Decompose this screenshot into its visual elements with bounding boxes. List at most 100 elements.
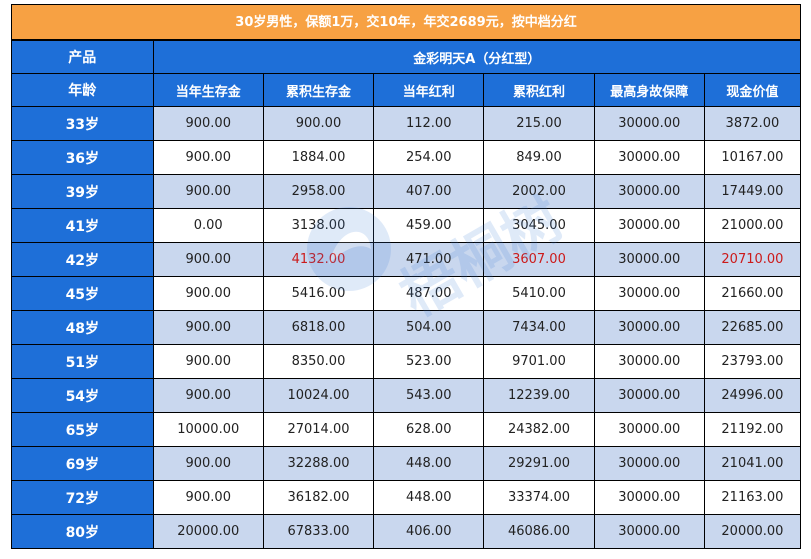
column-header: 最高身故保障 — [593, 73, 705, 107]
value-cell: 900.00 — [152, 140, 264, 175]
column-header: 当年红利 — [373, 73, 485, 107]
value-cell: 900.00 — [152, 480, 264, 515]
value-cell: 900.00 — [152, 174, 264, 209]
value-cell: 3607.00 — [483, 242, 595, 277]
table-row: 45岁 900.00 5416.00 487.00 5410.00 30000.00 216… — [11, 276, 802, 311]
value-cell: 407.00 — [373, 174, 485, 209]
value-cell: 21192.00 — [703, 412, 802, 447]
table-row: 36岁 900.00 1884.00 254.00 849.00 30000.00 1016… — [11, 140, 802, 175]
table-row: 33岁 900.00 900.00 112.00 215.00 30000.00 3872.… — [11, 106, 802, 141]
value-cell: 900.00 — [152, 344, 264, 379]
value-cell: 30000.00 — [593, 446, 705, 481]
age-cell: 36岁 — [11, 140, 154, 175]
table-row: 65岁 10000.00 27014.00 628.00 24382.00 30000.0… — [11, 412, 802, 447]
value-cell: 17449.00 — [703, 174, 802, 209]
value-cell: 21163.00 — [703, 480, 802, 515]
age-cell: 51岁 — [11, 344, 154, 379]
age-cell: 72岁 — [11, 480, 154, 515]
value-cell: 20000.00 — [703, 514, 802, 549]
value-cell: 30000.00 — [593, 378, 705, 413]
value-cell: 27014.00 — [262, 412, 375, 447]
value-cell: 23793.00 — [703, 344, 802, 379]
age-cell: 65岁 — [11, 412, 154, 447]
value-cell: 22685.00 — [703, 310, 802, 345]
table-row: 41岁 0.00 3138.00 459.00 3045.00 30000.00 21000… — [11, 208, 802, 243]
value-cell: 459.00 — [373, 208, 485, 243]
table-row: 80岁 20000.00 67833.00 406.00 46086.00 30000.0… — [11, 514, 802, 549]
value-cell: 900.00 — [262, 106, 375, 141]
value-cell: 2958.00 — [262, 174, 375, 209]
value-cell: 21660.00 — [703, 276, 802, 311]
value-cell: 5410.00 — [483, 276, 595, 311]
value-cell: 46086.00 — [483, 514, 595, 549]
value-cell: 33374.00 — [483, 480, 595, 515]
value-cell: 254.00 — [373, 140, 485, 175]
value-cell: 10167.00 — [703, 140, 802, 175]
value-cell: 0.00 — [152, 208, 264, 243]
value-cell: 543.00 — [373, 378, 485, 413]
column-header: 当年生存金 — [152, 73, 264, 107]
value-cell: 2002.00 — [483, 174, 595, 209]
value-cell: 448.00 — [373, 480, 485, 515]
value-cell: 20710.00 — [703, 242, 802, 277]
value-cell: 487.00 — [373, 276, 485, 311]
value-cell: 10000.00 — [152, 412, 264, 447]
table-row: 42岁 900.00 4132.00 471.00 3607.00 30000.00 207… — [11, 242, 802, 277]
value-cell: 7434.00 — [483, 310, 595, 345]
value-cell: 21041.00 — [703, 446, 802, 481]
value-cell: 24382.00 — [483, 412, 595, 447]
age-cell: 42岁 — [11, 242, 154, 277]
age-cell: 39岁 — [11, 174, 154, 209]
table-row: 69岁 900.00 32288.00 448.00 29291.00 30000.00 2… — [11, 446, 802, 481]
value-cell: 112.00 — [373, 106, 485, 141]
value-cell: 29291.00 — [483, 446, 595, 481]
value-cell: 30000.00 — [593, 208, 705, 243]
value-cell: 3872.00 — [703, 106, 802, 141]
value-cell: 32288.00 — [262, 446, 375, 481]
value-cell: 849.00 — [483, 140, 595, 175]
benefit-table: 产品 金彩明天A（分红型） 年龄 当年生存金 累积生存金 当年红利 累积红利 最… — [11, 40, 802, 549]
value-cell: 4132.00 — [262, 242, 375, 277]
value-cell: 900.00 — [152, 242, 264, 277]
value-cell: 448.00 — [373, 446, 485, 481]
product-name: 金彩明天A（分红型） — [152, 40, 802, 74]
value-cell: 30000.00 — [593, 310, 705, 345]
age-column-header: 年龄 — [11, 73, 154, 107]
value-cell: 67833.00 — [262, 514, 375, 549]
value-cell: 30000.00 — [593, 412, 705, 447]
column-header: 累积生存金 — [262, 73, 375, 107]
value-cell: 5416.00 — [262, 276, 375, 311]
value-cell: 24996.00 — [703, 378, 802, 413]
value-cell: 20000.00 — [152, 514, 264, 549]
value-cell: 406.00 — [373, 514, 485, 549]
age-cell: 48岁 — [11, 310, 154, 345]
value-cell: 3045.00 — [483, 208, 595, 243]
age-cell: 45岁 — [11, 276, 154, 311]
age-cell: 54岁 — [11, 378, 154, 413]
benefit-table-container: 30岁男性，保额1万，交10年，年交2689元，按中档分红 产品 金彩明天A（分… — [11, 4, 802, 549]
value-cell: 215.00 — [483, 106, 595, 141]
value-cell: 900.00 — [152, 446, 264, 481]
value-cell: 8350.00 — [262, 344, 375, 379]
age-cell: 80岁 — [11, 514, 154, 549]
value-cell: 30000.00 — [593, 276, 705, 311]
value-cell: 900.00 — [152, 276, 264, 311]
value-cell: 30000.00 — [593, 480, 705, 515]
value-cell: 900.00 — [152, 378, 264, 413]
value-cell: 30000.00 — [593, 344, 705, 379]
value-cell: 30000.00 — [593, 174, 705, 209]
value-cell: 3138.00 — [262, 208, 375, 243]
value-cell: 36182.00 — [262, 480, 375, 515]
table-title: 30岁男性，保额1万，交10年，年交2689元，按中档分红 — [11, 4, 801, 40]
table-row: 51岁 900.00 8350.00 523.00 9701.00 30000.00 237… — [11, 344, 802, 379]
age-cell: 41岁 — [11, 208, 154, 243]
table-row: 48岁 900.00 6818.00 504.00 7434.00 30000.00 226… — [11, 310, 802, 345]
table-row: 54岁 900.00 10024.00 543.00 12239.00 30000.00 2… — [11, 378, 802, 413]
value-cell: 6818.00 — [262, 310, 375, 345]
column-header: 累积红利 — [483, 73, 595, 107]
value-cell: 504.00 — [373, 310, 485, 345]
value-cell: 30000.00 — [593, 514, 705, 549]
value-cell: 10024.00 — [262, 378, 375, 413]
value-cell: 523.00 — [373, 344, 485, 379]
value-cell: 628.00 — [373, 412, 485, 447]
